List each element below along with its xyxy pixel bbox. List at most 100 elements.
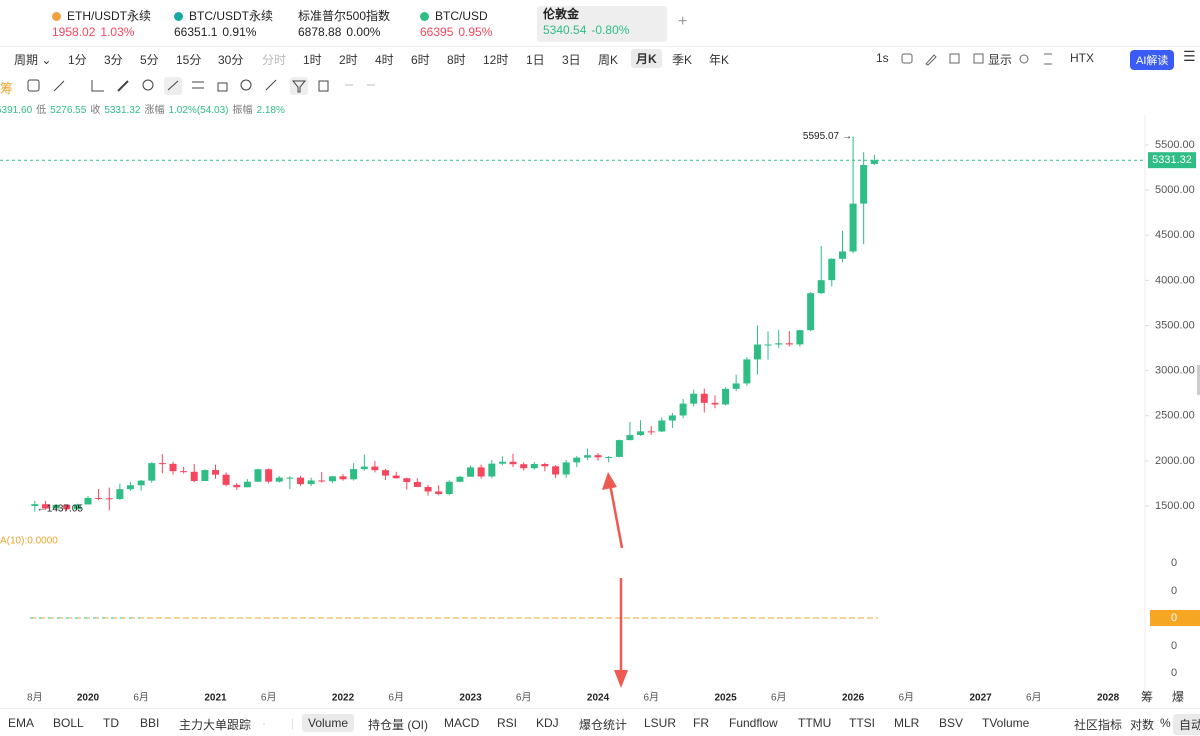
max-label: 5595.07: [803, 131, 840, 142]
ticker[interactable]: BTC/USD 66395 0.95%: [420, 8, 492, 40]
period-tab[interactable]: 月K: [631, 49, 662, 68]
ticker-change: 0.91%: [222, 25, 257, 39]
candle-body: [552, 466, 560, 475]
candle-body: [732, 383, 740, 389]
display-toggle[interactable]: 显示: [988, 53, 1013, 67]
option-tab[interactable]: %: [1160, 716, 1171, 730]
ticker[interactable]: 标准普尔500指数 6878.88 0.00%: [298, 8, 390, 40]
candle-body: [668, 415, 676, 421]
ticker-price: 6878.88: [298, 25, 342, 39]
ticker-change: -0.80%: [591, 23, 630, 37]
period-tab[interactable]: 5分: [140, 53, 159, 67]
period-tab[interactable]: 4时: [375, 53, 394, 67]
ticker[interactable]: BTC/USDT永续 66351.1 0.91%: [174, 8, 273, 40]
option-tab[interactable]: 社区指标: [1074, 718, 1123, 732]
indicator-tab[interactable]: TVolume: [982, 716, 1030, 730]
ohlc-field: 5331.32: [104, 105, 141, 116]
indicator-tab[interactable]: TTMU: [798, 716, 832, 730]
period-tab[interactable]: 15分: [176, 53, 202, 67]
separator: |: [291, 716, 295, 730]
candle-body: [445, 481, 453, 494]
indicator-tab[interactable]: BSV: [939, 716, 964, 730]
period-tab[interactable]: 周期 ⌄: [14, 53, 52, 67]
ticker-change: 0.00%: [346, 25, 381, 39]
menu[interactable]: ☰: [1183, 48, 1196, 64]
ohlc-field: 5276.55: [50, 105, 87, 116]
indicator-tab[interactable]: 主力大单跟踪: [179, 718, 252, 732]
interval[interactable]: 1s: [876, 51, 889, 65]
period-tab[interactable]: 季K: [672, 53, 693, 67]
ohlc-info: 5391.60低5276.55收5331.32涨幅1.02%(54.03)振幅2…: [0, 101, 289, 116]
exchange[interactable]: HTX: [1070, 51, 1094, 65]
annotation-arrows: [602, 472, 628, 688]
option-tab[interactable]: 自动: [1173, 714, 1200, 735]
max-arrow: →: [842, 131, 852, 142]
candle-body: [307, 480, 315, 485]
last-price-tag: [1148, 152, 1196, 169]
indicator-tab[interactable]: 爆仓统计: [579, 718, 628, 732]
ticker[interactable]: 伦敦金 5340.54 -0.80%: [537, 6, 668, 42]
indicator-tab[interactable]: Fundflow: [729, 716, 778, 730]
x-tick-label: 2022: [332, 693, 355, 704]
candle-body: [700, 393, 708, 403]
period-tab[interactable]: 3分: [104, 53, 123, 67]
indicator-tab[interactable]: MACD: [444, 716, 480, 730]
x-tick-label: 2021: [204, 693, 227, 704]
ticker-symbol-text: ETH/USDT永续: [67, 9, 152, 23]
period-tab[interactable]: 1日: [526, 53, 545, 67]
indicator-tab[interactable]: 持仓量 (OI): [368, 718, 428, 732]
indicator-tab[interactable]: EMA: [8, 716, 35, 730]
indicator-tab[interactable]: TTSI: [849, 716, 875, 730]
indicator-tab[interactable]: MLR: [894, 716, 920, 730]
y-tick-label: 2500.00: [1155, 410, 1195, 422]
candle-body: [849, 203, 857, 252]
candle-body: [626, 435, 634, 441]
candle-body: [839, 251, 847, 259]
ohlc-field: 2.18%: [256, 105, 285, 116]
indicator-tick: 0: [1171, 640, 1177, 652]
indicator-tab[interactable]: RSI: [497, 716, 518, 730]
period-tab[interactable]: 1时: [303, 53, 322, 67]
option-tab[interactable]: 对数: [1130, 718, 1155, 732]
period-tab[interactable]: 6时: [411, 53, 430, 67]
candle-body: [520, 464, 528, 469]
indicator-tab[interactable]: Volume: [302, 714, 355, 732]
candle-body: [679, 403, 687, 416]
period-tab[interactable]: 周K: [598, 53, 619, 67]
period-tab[interactable]: 年K: [709, 53, 730, 67]
period-tab[interactable]: 3日: [562, 53, 581, 67]
period-tab[interactable]: 分时: [262, 53, 287, 67]
axis-corner-1: 筹: [1141, 690, 1153, 704]
candle-body: [84, 497, 92, 505]
indicator-tab[interactable]: KDJ: [536, 716, 559, 730]
period-tab[interactable]: 2时: [339, 53, 358, 67]
indicator-tab[interactable]: TD: [103, 716, 119, 730]
ticker[interactable]: ETH/USDT永续 1958.02 1.03%: [52, 8, 151, 40]
period-tab[interactable]: 12时: [483, 53, 509, 67]
candle-body: [860, 165, 868, 204]
candle-body: [201, 470, 209, 481]
ohlc-field: 收: [90, 105, 101, 116]
y-tick-label: 5500.00: [1155, 139, 1195, 151]
ai-button[interactable]: AI解读: [1130, 50, 1175, 70]
x-tick-label: 2025: [714, 693, 737, 704]
candle-body: [254, 469, 262, 482]
candle-body: [212, 470, 220, 475]
indicator-tick: 0: [1171, 557, 1177, 569]
candle-body: [488, 463, 496, 477]
candle-body: [297, 477, 305, 485]
indicator-tab[interactable]: FR: [693, 716, 709, 730]
x-tick-label: 6月: [261, 692, 277, 704]
drawing-tools: [27, 77, 375, 95]
ticker-symbol: BTC/USD: [420, 8, 492, 24]
add-ticker[interactable]: +: [678, 13, 688, 30]
indicator-tab[interactable]: BOLL: [53, 716, 84, 730]
x-tick-label: 6月: [771, 692, 787, 704]
period-tab[interactable]: 30分: [218, 53, 244, 67]
indicator-tab[interactable]: LSUR: [644, 716, 677, 730]
axis-corner-2: 爆: [1172, 690, 1184, 704]
indicator-tab[interactable]: BBI: [140, 716, 160, 730]
candle-body: [233, 484, 241, 488]
period-tab[interactable]: 8时: [447, 53, 466, 67]
period-tab[interactable]: 1分: [68, 53, 87, 67]
